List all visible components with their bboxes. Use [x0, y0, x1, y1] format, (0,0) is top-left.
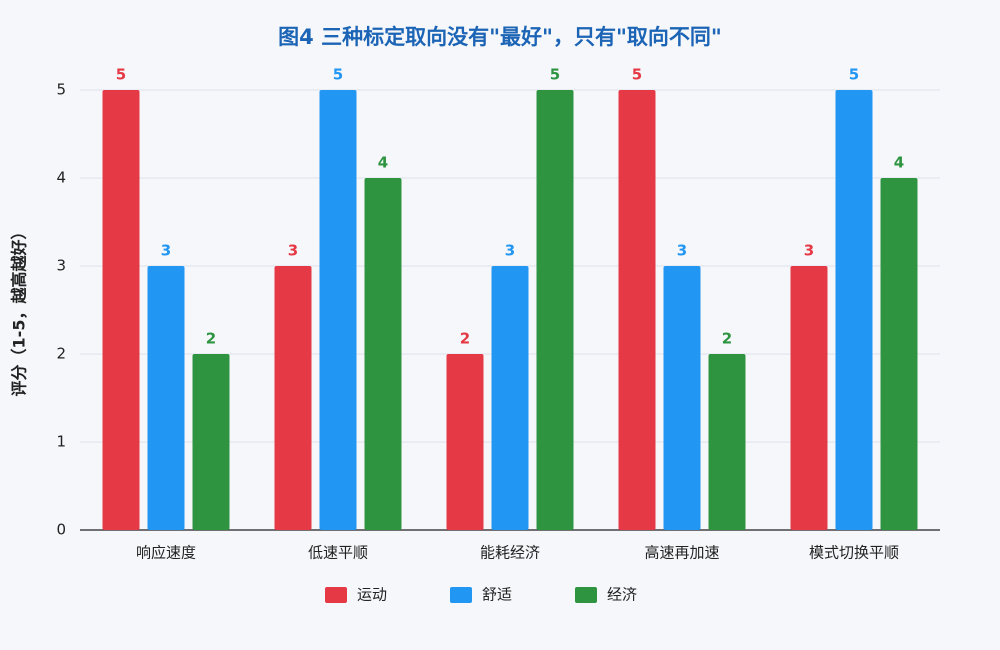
- bar: [491, 266, 529, 530]
- bar: [446, 354, 484, 530]
- value-label: 3: [161, 242, 171, 260]
- bar: [663, 266, 701, 530]
- value-label: 5: [849, 66, 859, 84]
- y-tick-label: 1: [56, 433, 66, 451]
- bar: [536, 90, 574, 530]
- bar: [102, 90, 140, 530]
- value-label: 5: [550, 66, 560, 84]
- legend-label: 舒适: [482, 586, 512, 604]
- value-label: 3: [677, 242, 687, 260]
- legend-swatch: [450, 587, 472, 603]
- legend-label: 经济: [607, 586, 637, 604]
- chart-title: 图4 三种标定取向没有"最好"，只有"取向不同": [278, 25, 722, 49]
- y-tick-label: 2: [56, 345, 66, 363]
- bar: [192, 354, 230, 530]
- bar: [880, 178, 918, 530]
- value-label: 4: [378, 154, 388, 172]
- y-tick-label: 3: [56, 257, 66, 275]
- x-tick-label: 高速再加速: [644, 544, 719, 562]
- bar: [790, 266, 828, 530]
- value-label: 5: [333, 66, 343, 84]
- y-tick-label: 0: [56, 521, 66, 539]
- bar: [319, 90, 357, 530]
- value-label: 5: [116, 66, 126, 84]
- bar: [618, 90, 656, 530]
- value-label: 2: [460, 330, 470, 348]
- y-axis-label: 评分（1-5，越高越好）: [10, 224, 29, 397]
- value-label: 3: [804, 242, 814, 260]
- value-label: 5: [632, 66, 642, 84]
- x-tick-label: 响应速度: [136, 544, 196, 562]
- legend-swatch: [325, 587, 347, 603]
- bar: [364, 178, 402, 530]
- y-tick-label: 4: [56, 169, 66, 187]
- value-label: 3: [505, 242, 515, 260]
- x-tick-label: 能耗经济: [480, 544, 540, 562]
- legend-label: 运动: [357, 586, 387, 604]
- bar: [708, 354, 746, 530]
- bar: [147, 266, 185, 530]
- value-label: 4: [894, 154, 904, 172]
- x-tick-label: 低速平顺: [308, 544, 368, 562]
- value-label: 3: [288, 242, 298, 260]
- bar: [835, 90, 873, 530]
- value-label: 2: [722, 330, 732, 348]
- x-tick-label: 模式切换平顺: [809, 544, 899, 562]
- bar: [274, 266, 312, 530]
- value-label: 2: [206, 330, 216, 348]
- legend-swatch: [575, 587, 597, 603]
- y-tick-label: 5: [56, 81, 66, 99]
